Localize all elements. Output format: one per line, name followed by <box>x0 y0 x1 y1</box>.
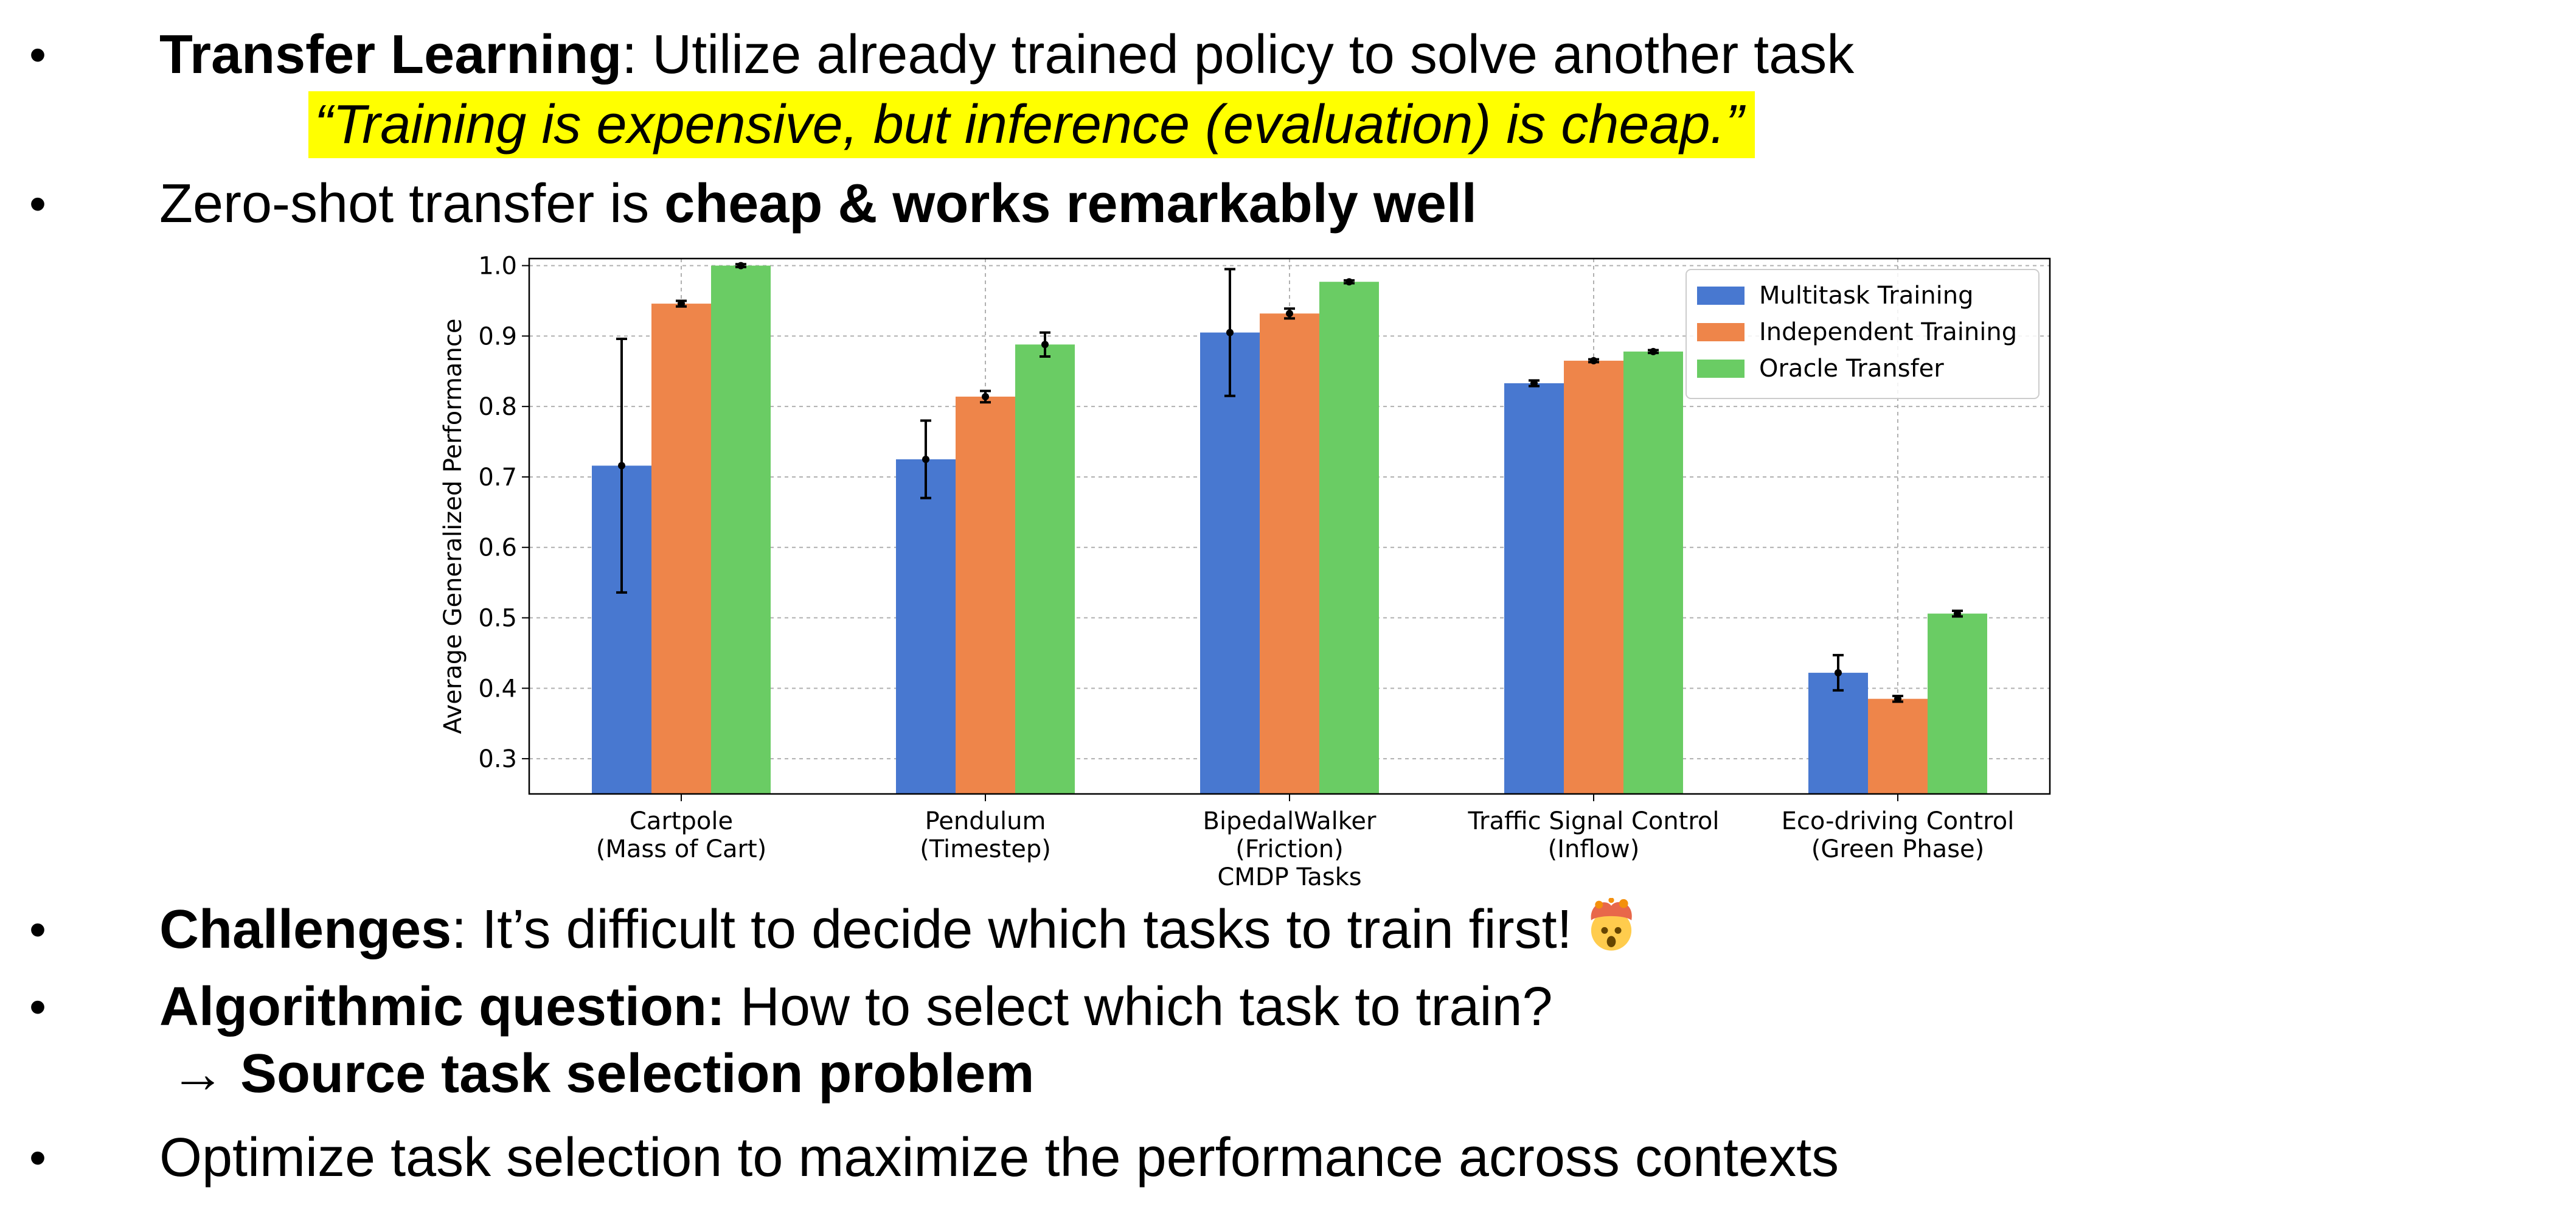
x-axis-title: CMDP Tasks <box>1217 863 1361 891</box>
legend-label: Independent Training <box>1759 318 2017 346</box>
bar <box>1319 282 1379 794</box>
x-tick-sublabel: (Green Phase) <box>1811 835 1985 863</box>
highlighted-quote: “Training is expensive, but inference (e… <box>308 91 1755 158</box>
bullet-text: Transfer Learning: Utilize already train… <box>159 21 1854 88</box>
error-mean-dot <box>618 462 625 470</box>
bar <box>651 304 711 795</box>
bar <box>711 265 771 794</box>
x-tick-label: Pendulum <box>925 807 1046 835</box>
bullet-text: Challenges: It’s difficult to decide whi… <box>159 896 1639 963</box>
bullet-text: Zero-shot transfer is cheap & works rema… <box>159 170 1477 237</box>
bullet-rest: : It’s difficult to decide which tasks t… <box>451 899 1572 960</box>
y-tick-label: 0.7 <box>478 464 517 492</box>
error-mean-dot <box>982 392 989 400</box>
y-tick-label: 0.4 <box>478 675 517 703</box>
error-mean-dot <box>1286 310 1293 318</box>
error-mean-dot <box>1590 357 1597 364</box>
bullet-bold: Algorithmic question: <box>159 976 725 1037</box>
legend-swatch <box>1697 323 1745 341</box>
bar <box>956 396 1015 794</box>
error-mean-dot <box>737 262 745 270</box>
bullet-marker: • <box>29 27 47 82</box>
x-tick-label: Traffic Signal Control <box>1467 807 1719 835</box>
bullet-text: Algorithmic question: How to select whic… <box>159 973 1553 1040</box>
legend-label: Oracle Transfer <box>1759 355 1944 383</box>
x-tick-sublabel: (Timestep) <box>920 835 1051 863</box>
bar <box>1015 344 1075 794</box>
exploding-head-icon <box>1591 898 1632 951</box>
bar <box>896 459 956 794</box>
error-mean-dot <box>1650 347 1657 355</box>
y-tick-label: 0.9 <box>478 322 517 350</box>
bullet-plain: Zero-shot transfer is <box>159 173 665 234</box>
bar <box>1200 332 1260 794</box>
bar <box>1504 383 1564 794</box>
error-mean-dot <box>1835 669 1842 677</box>
bar-chart: 0.3 0.4 0.5 0.6 0.7 0.8 0.9 1.0 Cartpole(Mass of… <box>439 252 2051 891</box>
bullet-marker: • <box>29 902 47 956</box>
x-tick-label: BipedalWalker <box>1203 807 1377 835</box>
legend-swatch <box>1697 360 1745 378</box>
error-mean-dot <box>1345 278 1353 286</box>
y-tick-label: 0.3 <box>478 745 517 773</box>
bar <box>1623 351 1683 794</box>
y-axis-title: Average Generalized Performance <box>439 319 467 734</box>
y-tick-label: 1.0 <box>478 252 517 280</box>
x-tick-sublabel: (Mass of Cart) <box>596 835 766 863</box>
legend-swatch <box>1697 287 1745 305</box>
bar <box>1868 698 1928 794</box>
x-tick-sublabel: (Friction) <box>1235 835 1343 863</box>
bullet-rest: : Utilize already trained policy to solv… <box>622 24 1855 85</box>
bullet-bold: Transfer Learning <box>159 24 622 85</box>
bullet-marker: • <box>29 1130 47 1184</box>
error-mean-dot <box>1041 341 1049 349</box>
bar <box>1928 613 1987 794</box>
legend-label: Multitask Training <box>1759 282 1974 310</box>
x-tick-sublabel: (Inflow) <box>1548 835 1640 863</box>
error-mean-dot <box>1226 329 1234 336</box>
error-mean-dot <box>678 300 685 308</box>
error-mean-dot <box>1530 379 1538 387</box>
bullet-text: Optimize task selection to maximize the … <box>159 1127 1839 1188</box>
bullet-bold: cheap & works remarkably well <box>664 173 1477 234</box>
error-mean-dot <box>922 456 929 463</box>
y-tick-label: 0.6 <box>478 534 517 562</box>
legend-box <box>1686 269 2040 399</box>
bar <box>1260 313 1319 794</box>
y-tick-label: 0.5 <box>478 605 517 633</box>
error-mean-dot <box>1894 695 1901 703</box>
y-tick-label: 0.8 <box>478 393 517 421</box>
bullet-rest: How to select which task to train? <box>724 976 1553 1037</box>
bullet-marker: • <box>29 176 47 231</box>
bar <box>1808 672 1868 794</box>
source-task-selection-line: → Source task selection problem <box>170 1043 1035 1104</box>
error-mean-dot <box>1954 610 1961 617</box>
bullet-marker: • <box>29 979 47 1034</box>
x-tick-label: Cartpole <box>630 807 733 835</box>
bullet-bold: Challenges <box>159 899 452 960</box>
bar <box>1564 360 1623 794</box>
x-tick-label: Eco-driving Control <box>1782 807 2015 835</box>
